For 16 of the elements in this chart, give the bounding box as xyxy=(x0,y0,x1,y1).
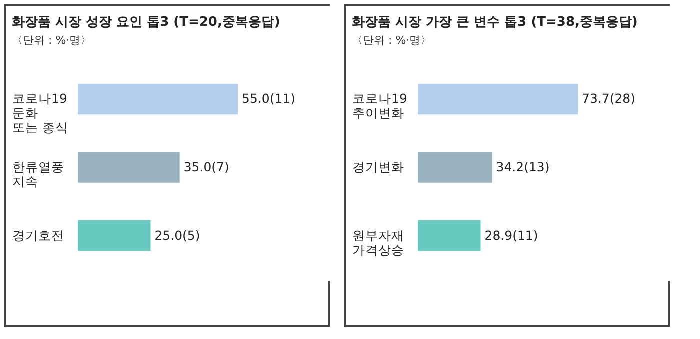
data-label: 25.0(5) xyxy=(154,228,200,243)
chart-subtitle: 〈단위 : %·명〉 xyxy=(12,34,92,47)
y-tick-label: 원부자재 가격상승 xyxy=(352,228,404,258)
data-label: 55.0(11) xyxy=(242,91,296,106)
data-label: 35.0(7) xyxy=(184,160,230,174)
chart-title: 화장품 시장 가장 큰 변수 톱3 (T=38,중복응답) xyxy=(352,15,638,30)
data-label: 34.2(13) xyxy=(496,160,550,174)
chart-subtitle: 〈단위 : %·명〉 xyxy=(352,34,432,47)
y-tick-label: 한류열풍 지속 xyxy=(12,160,64,189)
y-tick-label: 경기호전 xyxy=(12,228,64,243)
y-tick-label: 코로나19 둔화 또는 종식 xyxy=(12,91,68,136)
y-tick-label: 코로나19 추이변화 xyxy=(352,91,408,121)
chart-title: 화장품 시장 성장 요인 톱3 (T=20,중복응답) xyxy=(12,15,280,30)
y-tick-label: 경기변화 xyxy=(352,160,404,174)
data-label: 73.7(28) xyxy=(582,91,636,106)
data-label: 28.9(11) xyxy=(484,228,538,243)
